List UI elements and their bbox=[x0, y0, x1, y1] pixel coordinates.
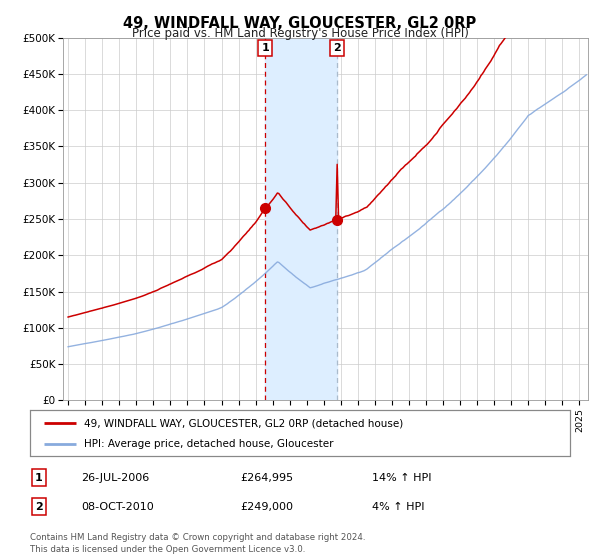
Text: 4% ↑ HPI: 4% ↑ HPI bbox=[372, 502, 425, 512]
Text: 49, WINDFALL WAY, GLOUCESTER, GL2 0RP (detached house): 49, WINDFALL WAY, GLOUCESTER, GL2 0RP (d… bbox=[84, 418, 403, 428]
Text: 14% ↑ HPI: 14% ↑ HPI bbox=[372, 473, 431, 483]
Text: 08-OCT-2010: 08-OCT-2010 bbox=[81, 502, 154, 512]
Bar bbox=[265, 38, 337, 400]
Text: 2: 2 bbox=[333, 43, 341, 53]
Text: 2: 2 bbox=[35, 502, 43, 512]
Text: 49, WINDFALL WAY, GLOUCESTER, GL2 0RP: 49, WINDFALL WAY, GLOUCESTER, GL2 0RP bbox=[124, 16, 476, 31]
Text: 1: 1 bbox=[262, 43, 269, 53]
Text: 26-JUL-2006: 26-JUL-2006 bbox=[81, 473, 149, 483]
Text: This data is licensed under the Open Government Licence v3.0.: This data is licensed under the Open Gov… bbox=[30, 545, 305, 554]
Text: £249,000: £249,000 bbox=[240, 502, 293, 512]
Text: Contains HM Land Registry data © Crown copyright and database right 2024.: Contains HM Land Registry data © Crown c… bbox=[30, 533, 365, 542]
Text: Price paid vs. HM Land Registry's House Price Index (HPI): Price paid vs. HM Land Registry's House … bbox=[131, 27, 469, 40]
Text: HPI: Average price, detached house, Gloucester: HPI: Average price, detached house, Glou… bbox=[84, 438, 334, 449]
Text: 1: 1 bbox=[35, 473, 43, 483]
Text: £264,995: £264,995 bbox=[240, 473, 293, 483]
